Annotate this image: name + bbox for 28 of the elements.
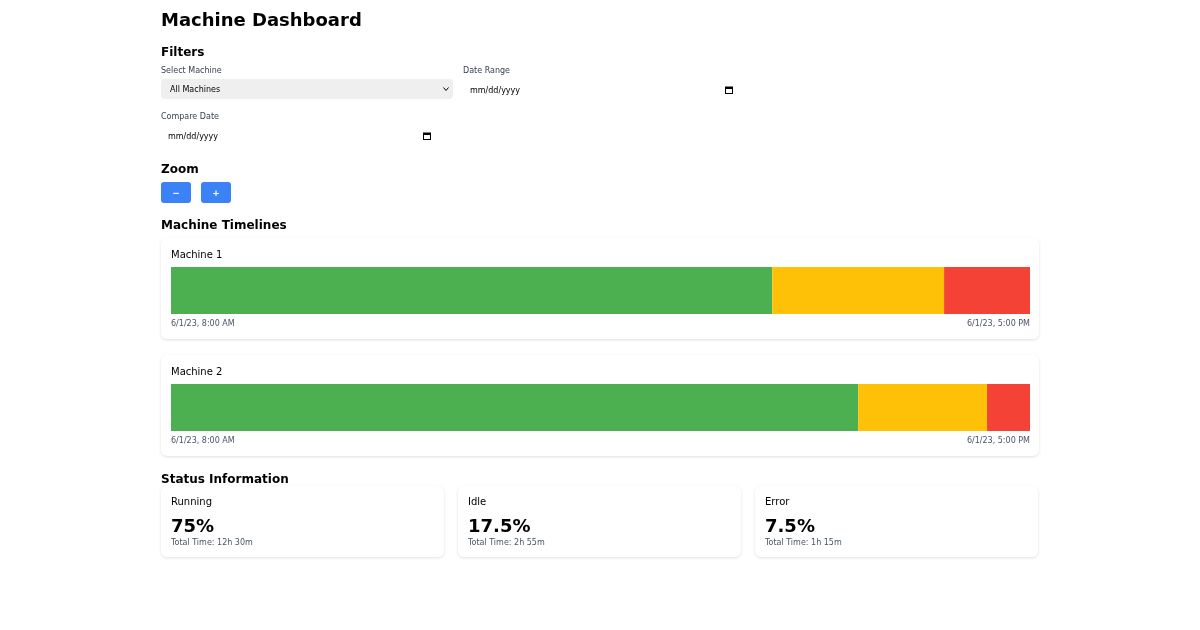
text: Compare Date [161,112,219,121]
text: 75% [171,515,215,536]
text: 6/1/23, 5:00 PM [966,436,1030,445]
text: Total Time: 2h 55m [468,538,545,547]
dropdown-field: All Machines [161,79,453,99]
text: Zoom [161,162,199,176]
date-field: mm/dd/yyyy [463,80,733,100]
date-field: mm/dd/yyyy [161,126,431,146]
text: Total Time: 1h 15m [765,538,842,547]
text: 6/1/23, 8:00 AM [171,319,235,328]
text: Running [171,496,212,507]
zoom-button: + [201,182,231,203]
chart-title: Machine 2 [171,366,223,377]
text: Machine Dashboard [161,8,363,32]
text: Filters [161,45,205,59]
text: Date Range [463,66,511,75]
text: 7.5% [765,515,815,536]
text: Status Information [161,472,290,486]
text: Error [765,496,790,507]
text: Select Machine [161,66,222,75]
text: 6/1/23, 5:00 PM [966,319,1030,328]
text: 6/1/23, 8:00 AM [171,436,235,445]
text: Total Time: 12h 30m [171,538,253,547]
text: Idle [468,496,487,507]
text: 17.5% [468,515,531,536]
zoom-button: − [161,182,191,203]
chart-title: Machine 1 [171,249,223,260]
text: Machine Timelines [161,218,287,232]
